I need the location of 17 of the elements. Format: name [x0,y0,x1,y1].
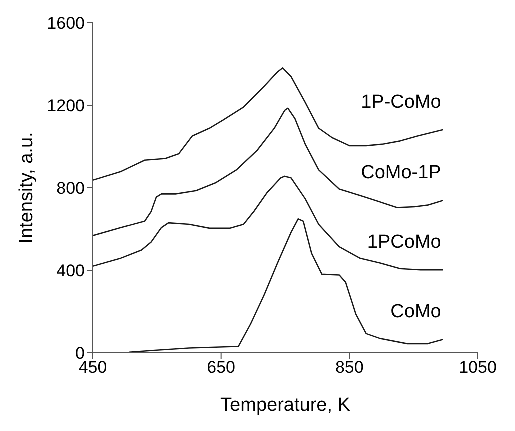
y-axis-title: Intensity, a.u. [16,132,38,244]
x-tick-label: 650 [207,358,236,378]
y-tick-label: 400 [56,262,85,281]
x-tick-label: 1050 [459,358,497,378]
y-tick-label: 800 [56,179,85,198]
line-series [128,218,444,353]
series-label: CoMo [390,302,442,323]
x-axis-title: Temperature, K [220,395,351,416]
y-tick-label: 1200 [47,96,85,116]
line-series [93,108,444,236]
series-label: 1PCoMo [367,232,442,254]
line-series [93,68,444,182]
y-tick-label: 1600 [47,14,85,34]
series-label: 1P-CoMo [361,92,442,113]
series-label: CoMo-1P [361,162,442,184]
x-tick-label: 450 [78,358,108,378]
x-tick-label: 850 [335,358,364,378]
